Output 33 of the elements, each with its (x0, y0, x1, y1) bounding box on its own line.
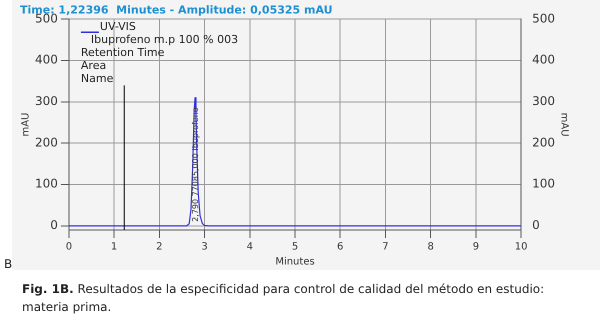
x-tick-label: 9 (472, 242, 480, 253)
annotation: Retention Time (80, 46, 165, 60)
y2-axis-title: mAU (558, 112, 570, 137)
x-tick-label: 10 (514, 242, 528, 253)
y-tick-label: 0 (50, 218, 58, 232)
x-tick-label: 3 (201, 242, 208, 253)
x-tick-label: 2 (156, 242, 163, 253)
y2-tick-label: 400 (532, 52, 555, 67)
caption: Fig. 1B. Resultados de la especificidad para control de calidad del método en estudio: materia prima. (22, 282, 544, 314)
y2-tick-label: 300 (532, 94, 555, 108)
legend-label: UV-VIS (100, 20, 136, 34)
y2-tick-label: 500 (532, 11, 555, 26)
annotation: 2,790 77085,000 Ibuprofeno (191, 107, 200, 222)
y-tick-label: 100 (35, 176, 58, 191)
x-tick-label: 4 (246, 242, 253, 253)
y-tick-label: 400 (35, 52, 58, 67)
annotation: Name (80, 72, 114, 86)
text: B (4, 257, 12, 271)
y2-tick-label: 100 (532, 176, 555, 191)
y-tick-label: 200 (35, 135, 58, 150)
y2-tick-label: 200 (532, 135, 555, 150)
annotation: Area (80, 59, 106, 72)
x-axis-title: Minutes (275, 256, 315, 268)
annotation: Ibuprofeno m.p 100 % 003 (90, 33, 238, 46)
x-tick-label: 8 (427, 242, 434, 253)
x-tick-label: 5 (292, 242, 298, 253)
y2-tick-label: 0 (532, 218, 540, 232)
y-tick-label: 300 (35, 94, 58, 108)
x-tick-label: 6 (337, 242, 344, 253)
x-tick-label: 0 (66, 242, 72, 253)
x-tick-label: 1 (110, 242, 118, 253)
x-tick-label: 7 (382, 242, 389, 253)
y-axis-title: mAU (20, 112, 32, 137)
